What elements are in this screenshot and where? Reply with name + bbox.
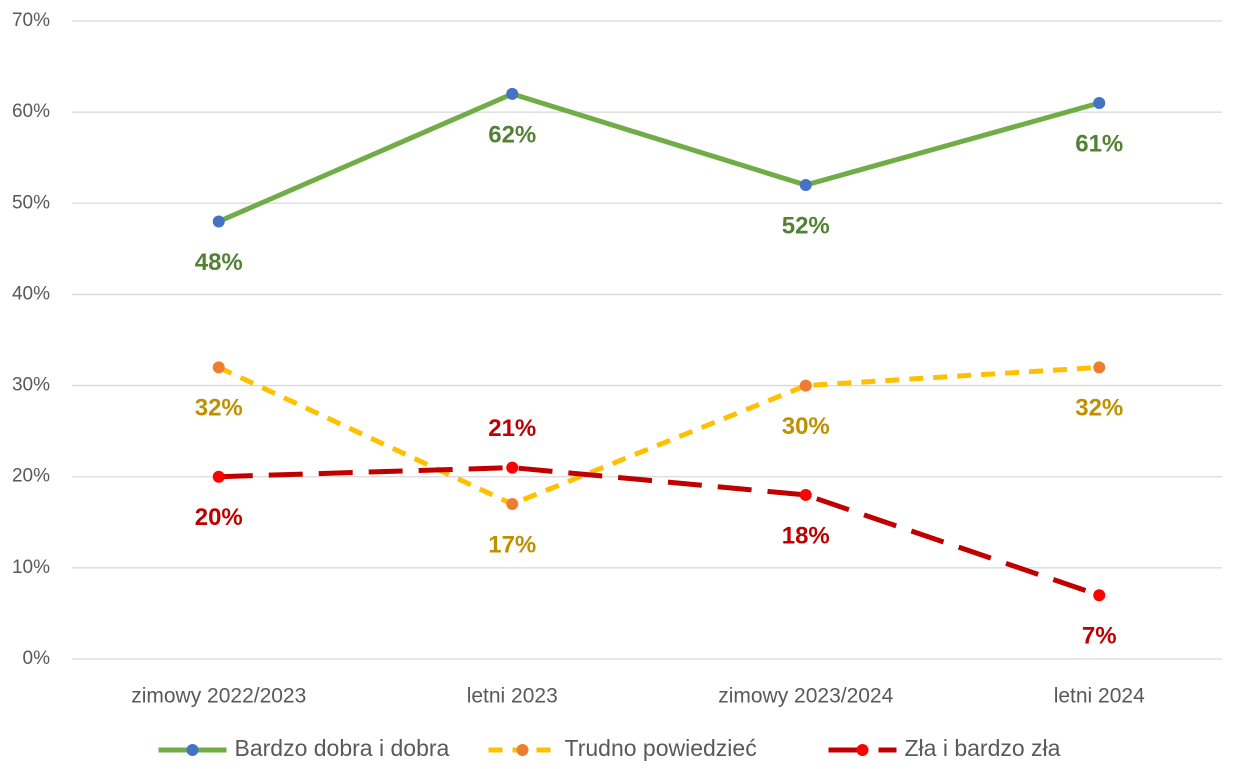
legend-label: Bardzo dobra i dobra (235, 735, 450, 761)
value-label: 18% (782, 522, 830, 549)
legend-label: Zła i bardzo zła (905, 735, 1061, 761)
value-label: 7% (1082, 623, 1117, 650)
data-point (506, 87, 519, 100)
value-label: 32% (1075, 395, 1123, 422)
y-tick-label: 20% (12, 466, 50, 487)
y-tick-label: 40% (12, 283, 50, 304)
y-tick-label: 0% (23, 648, 51, 669)
data-point (212, 361, 225, 374)
y-tick-label: 10% (12, 557, 50, 578)
y-tick-label: 50% (12, 192, 50, 213)
value-label: 21% (488, 415, 536, 442)
x-tick-label: letni 2024 (1054, 685, 1145, 708)
value-label: 20% (195, 504, 243, 531)
value-label: 17% (488, 531, 536, 558)
series-line (218, 465, 1101, 598)
x-tick-label: zimowy 2022/2023 (131, 685, 306, 708)
legend-label: Trudno powiedzieć (565, 735, 757, 761)
legend-marker (856, 744, 869, 756)
value-label: 52% (782, 212, 830, 239)
x-tick-label: zimowy 2023/2024 (718, 685, 893, 708)
data-point (799, 179, 812, 192)
legend-marker (516, 744, 529, 756)
data-point (1093, 97, 1106, 110)
data-point (799, 488, 812, 501)
value-label: 62% (488, 121, 536, 148)
y-tick-label: 30% (12, 375, 50, 396)
series-line (217, 364, 1100, 507)
data-point (212, 470, 225, 483)
data-point (212, 215, 225, 228)
data-point (506, 461, 519, 474)
y-tick-label: 70% (12, 10, 50, 31)
data-point (799, 379, 812, 392)
y-tick-label: 60% (12, 101, 50, 122)
value-label: 61% (1075, 130, 1123, 157)
value-label: 30% (782, 413, 830, 440)
value-label: 48% (195, 249, 243, 276)
data-point (1093, 361, 1106, 374)
data-point (1093, 589, 1106, 602)
data-point (506, 498, 519, 511)
series-line (217, 91, 1100, 224)
legend-marker (186, 744, 199, 756)
x-tick-label: letni 2023 (467, 685, 558, 708)
value-label: 32% (195, 395, 243, 422)
